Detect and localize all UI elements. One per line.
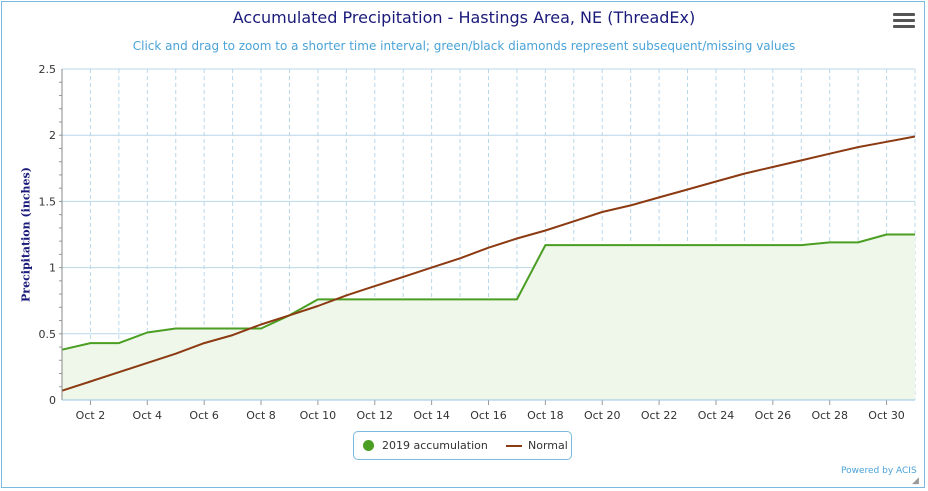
data-point-1-19[interactable]	[599, 209, 605, 215]
data-point-1-28[interactable]	[855, 144, 861, 150]
series-line-1[interactable]	[61, 135, 916, 392]
data-point-0-18[interactable]	[571, 242, 577, 248]
x-tick-label: Oct 20	[584, 409, 621, 422]
x-tick-label: Oct 26	[755, 409, 792, 422]
data-point-1-22[interactable]	[685, 186, 691, 192]
x-tick-label: Oct 24	[698, 409, 735, 422]
data-point-1-1[interactable]	[87, 378, 93, 384]
data-point-1-14[interactable]	[457, 255, 463, 261]
data-point-1-10[interactable]	[343, 292, 349, 298]
data-point-0-26[interactable]	[798, 242, 804, 248]
data-point-0-4[interactable]	[173, 326, 179, 332]
x-tick-label: Oct 28	[811, 409, 848, 422]
y-tick-label: 0.5	[39, 328, 57, 341]
data-point-0-28[interactable]	[855, 239, 861, 245]
data-point-1-17[interactable]	[542, 228, 548, 234]
data-point-1-21[interactable]	[656, 194, 662, 200]
hamburger-menu-icon[interactable]	[893, 13, 915, 31]
brown-line-icon	[506, 445, 522, 447]
series-area-0	[62, 234, 915, 400]
data-point-0-9[interactable]	[315, 296, 321, 302]
y-tick-label: 2.5	[39, 63, 57, 76]
data-point-1-12[interactable]	[400, 274, 406, 280]
data-point-1-9[interactable]	[315, 303, 321, 309]
data-point-1-6[interactable]	[230, 332, 236, 338]
data-point-1-3[interactable]	[144, 360, 150, 366]
data-point-0-2[interactable]	[116, 340, 122, 346]
data-point-0-15[interactable]	[486, 296, 492, 302]
legend-label-2019: 2019 accumulation	[382, 439, 488, 452]
data-point-0-17[interactable]	[542, 242, 548, 248]
data-point-0-29[interactable]	[884, 232, 890, 238]
data-point-0-23[interactable]	[713, 242, 719, 248]
data-point-0-1[interactable]	[87, 340, 93, 346]
y-tick-label: 1	[49, 262, 56, 275]
data-point-0-24[interactable]	[741, 242, 747, 248]
data-point-0-22[interactable]	[685, 242, 691, 248]
data-point-0-3[interactable]	[144, 329, 150, 335]
data-point-0-20[interactable]	[628, 242, 634, 248]
data-point-1-4[interactable]	[173, 351, 179, 357]
x-tick-label: Oct 10	[300, 409, 337, 422]
data-point-0-14[interactable]	[457, 296, 463, 302]
x-tick-label: Oct 14	[413, 409, 450, 422]
data-point-1-16[interactable]	[514, 235, 520, 241]
x-tick-label: Oct 16	[470, 409, 507, 422]
y-tick-label: 0	[49, 394, 56, 407]
data-point-1-24[interactable]	[741, 171, 747, 177]
data-point-0-5[interactable]	[201, 326, 207, 332]
chart-title: Accumulated Precipitation - Hastings Are…	[232, 8, 696, 27]
data-point-1-15[interactable]	[486, 245, 492, 251]
data-point-1-26[interactable]	[798, 157, 804, 163]
data-point-1-11[interactable]	[372, 283, 378, 289]
green-circle-icon	[363, 440, 374, 451]
data-point-0-25[interactable]	[770, 242, 776, 248]
x-tick-label: Oct 18	[527, 409, 564, 422]
chart-subtitle: Click and drag to zoom to a shorter time…	[132, 39, 796, 53]
data-point-1-25[interactable]	[770, 164, 776, 170]
data-point-1-30[interactable]	[912, 134, 918, 140]
data-point-0-19[interactable]	[599, 242, 605, 248]
data-point-0-11[interactable]	[372, 296, 378, 302]
legend-label-normal: Normal	[528, 439, 568, 452]
series-line-0[interactable]	[61, 233, 915, 351]
data-point-1-23[interactable]	[713, 179, 719, 185]
x-tick-label: Oct 6	[189, 409, 219, 422]
data-point-1-18[interactable]	[571, 218, 577, 224]
data-point-1-7[interactable]	[258, 322, 264, 328]
x-tick-label: Oct 12	[357, 409, 394, 422]
data-point-1-5[interactable]	[201, 340, 207, 346]
x-tick-label: Oct 8	[246, 409, 276, 422]
data-point-1-13[interactable]	[429, 265, 435, 271]
data-point-0-27[interactable]	[827, 239, 833, 245]
data-point-0-12[interactable]	[400, 296, 406, 302]
y-tick-label: 2	[49, 129, 56, 142]
data-point-1-20[interactable]	[628, 202, 634, 208]
data-point-1-29[interactable]	[884, 139, 890, 145]
x-tick-label: Oct 4	[133, 409, 163, 422]
data-point-1-8[interactable]	[286, 312, 292, 318]
data-point-0-16[interactable]	[514, 296, 520, 302]
credit-link[interactable]: Powered by ACIS	[841, 466, 917, 476]
x-tick-label: Oct 22	[641, 409, 678, 422]
data-point-1-2[interactable]	[116, 369, 122, 375]
x-tick-label: Oct 30	[868, 409, 905, 422]
data-point-0-13[interactable]	[429, 296, 435, 302]
resize-handle-icon[interactable]: ◢	[912, 476, 919, 486]
legend: 2019 accumulation Normal	[353, 431, 572, 460]
data-point-1-27[interactable]	[827, 151, 833, 157]
legend-item-2019[interactable]: 2019 accumulation	[363, 439, 493, 455]
legend-item-normal[interactable]: Normal	[506, 439, 568, 455]
y-tick-label: 1.5	[39, 195, 57, 208]
data-point-0-21[interactable]	[656, 242, 662, 248]
data-point-0-6[interactable]	[230, 326, 236, 332]
x-tick-label: Oct 2	[76, 409, 106, 422]
data-point-0-30[interactable]	[912, 232, 918, 238]
